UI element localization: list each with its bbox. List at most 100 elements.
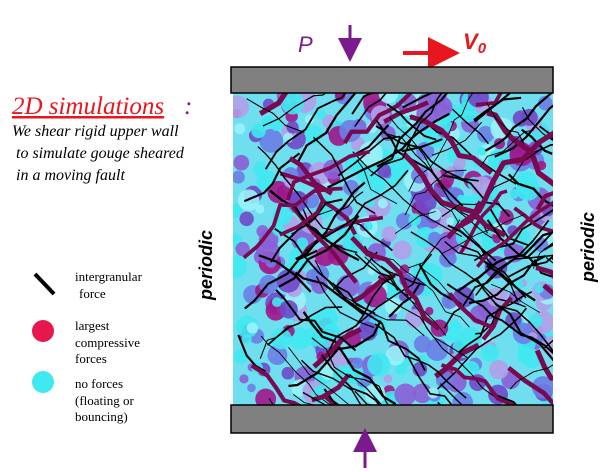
- force-chain: [259, 324, 293, 359]
- legend-text: intergranular: [75, 269, 143, 284]
- grain: [463, 361, 480, 378]
- force-chain: [243, 152, 301, 203]
- force-chain: [440, 383, 464, 405]
- force-chain: [278, 214, 360, 288]
- grain: [395, 364, 407, 376]
- force-chain: [402, 93, 434, 109]
- legend-text: no forces: [75, 376, 123, 391]
- force-chain: [370, 93, 443, 177]
- heavy-chain: [475, 93, 503, 107]
- force-chain: [388, 282, 422, 318]
- force-chain: [352, 151, 463, 238]
- force-chain: [447, 224, 497, 262]
- heavy-chain: [534, 349, 553, 381]
- force-chain: [454, 207, 493, 239]
- heavy-chain: [311, 373, 351, 403]
- force-chain: [246, 98, 305, 133]
- title-colon: :: [184, 93, 192, 120]
- grain: [425, 338, 449, 361]
- heavy-chain: [383, 100, 429, 124]
- heavy-chain: [458, 189, 508, 255]
- grain: [246, 322, 259, 334]
- force-chain: [376, 93, 449, 168]
- heavy-chain: [250, 363, 303, 405]
- grain: [453, 157, 466, 170]
- velocity-subscript: 0: [478, 40, 487, 57]
- force-chain: [494, 104, 553, 158]
- grain: [537, 95, 553, 111]
- grain: [460, 195, 471, 205]
- grain: [279, 300, 298, 319]
- grain: [233, 170, 245, 184]
- grain: [428, 208, 441, 221]
- force-chain: [521, 107, 553, 142]
- heavy-chain: [459, 130, 553, 226]
- legend-cyan-grain: [32, 371, 54, 393]
- description-line: We shear rigid upper wall: [12, 123, 179, 140]
- force-chain: [432, 195, 487, 256]
- grain: [281, 93, 305, 115]
- force-chain: [389, 116, 435, 175]
- force-chain: [269, 189, 360, 262]
- force-chain: [356, 159, 398, 205]
- grain: [427, 231, 442, 245]
- heavy-chain: [350, 235, 441, 331]
- heavy-chain: [258, 93, 290, 117]
- force-chain: [302, 311, 397, 405]
- grain: [486, 288, 506, 307]
- heavy-chain: [447, 292, 493, 329]
- upper-wall: [230, 66, 554, 94]
- force-chain: [350, 253, 433, 330]
- velocity-label: V0: [463, 29, 487, 57]
- heavy-chain: [535, 265, 553, 279]
- grain: [286, 121, 299, 134]
- force-chain: [348, 373, 383, 405]
- lower-wall: [230, 404, 554, 434]
- grain: [255, 204, 265, 214]
- legend-text: bouncing): [75, 409, 128, 424]
- force-chain: [386, 297, 499, 400]
- force-chain: [443, 174, 511, 218]
- grain: [239, 211, 254, 227]
- force-chain: [490, 283, 540, 313]
- legend-red-grain: [32, 320, 54, 342]
- grain: [233, 154, 250, 171]
- grain: [233, 203, 242, 218]
- periodic-right: periodic: [578, 212, 598, 283]
- grain: [351, 357, 364, 369]
- force-chain: [386, 103, 437, 141]
- force-chain: [473, 96, 522, 121]
- force-chain: [288, 320, 382, 388]
- force-chain: [451, 108, 489, 145]
- heavy-chain: [343, 93, 413, 144]
- grain: [304, 114, 315, 124]
- heavy-chain: [279, 198, 326, 237]
- grain: [534, 283, 544, 294]
- force-chain: [293, 394, 316, 405]
- grain: [251, 123, 266, 139]
- grain: [296, 237, 309, 250]
- grain: [367, 174, 386, 194]
- force-chain: [294, 271, 365, 316]
- grain: [259, 128, 284, 153]
- heavy-chain: [486, 110, 553, 187]
- force-chain: [331, 282, 426, 372]
- heavy-chain: [312, 327, 362, 369]
- grain: [381, 226, 398, 242]
- force-chain: [288, 347, 350, 405]
- grain: [516, 346, 534, 364]
- grain: [480, 344, 500, 363]
- force-chain: [354, 93, 388, 128]
- force-chain: [394, 211, 436, 235]
- force-chain: [335, 191, 364, 213]
- force-chain: [543, 243, 553, 251]
- grain: [377, 198, 388, 209]
- force-chain: [311, 337, 390, 405]
- grain: [415, 191, 437, 214]
- heavy-chain: [401, 151, 507, 238]
- force-chain: [260, 335, 334, 405]
- force-chain: [258, 254, 312, 293]
- force-chain: [418, 263, 462, 306]
- grain: [233, 255, 248, 278]
